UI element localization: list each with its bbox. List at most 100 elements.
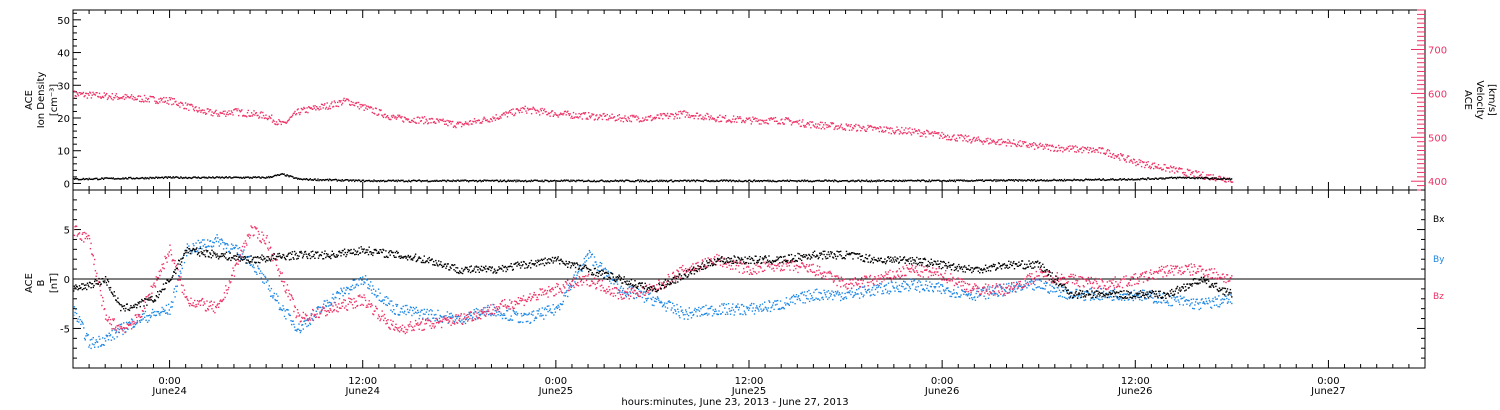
velocity-point (1212, 174, 1214, 176)
velocity-point (960, 134, 963, 136)
velocity-point (311, 108, 313, 110)
velocity-point (696, 112, 699, 114)
density-point (189, 177, 192, 179)
density-point (159, 177, 162, 179)
bz-point (75, 225, 78, 228)
by-point (249, 255, 251, 258)
velocity-point (1029, 143, 1031, 145)
velocity-point (640, 120, 642, 122)
velocity-point (1058, 144, 1060, 147)
velocity-point (217, 115, 219, 117)
by-point (645, 300, 648, 302)
bz-point (174, 260, 176, 262)
by-point (469, 312, 471, 315)
by-point (304, 320, 306, 322)
by-point (740, 313, 742, 315)
velocity-point (1206, 174, 1208, 176)
by-point (1150, 294, 1152, 296)
by-point (103, 344, 105, 346)
velocity-point (1055, 146, 1057, 148)
velocity-point (75, 95, 77, 97)
density-point (1151, 178, 1154, 180)
bz-point (144, 301, 147, 303)
density-point (226, 177, 228, 179)
velocity-point (269, 116, 271, 119)
by-point (511, 319, 514, 321)
by-point (1087, 292, 1090, 294)
velocity-point (1166, 167, 1169, 169)
density-point (552, 180, 554, 182)
by-point (767, 307, 769, 309)
by-point (231, 248, 233, 250)
density-point (994, 179, 996, 181)
density-point (760, 180, 762, 182)
by-point (599, 261, 601, 264)
density-point (786, 179, 789, 181)
bz-point (178, 276, 181, 278)
by-point (525, 320, 528, 323)
velocity-point (465, 122, 468, 125)
density-point (303, 178, 306, 180)
density-point (365, 179, 367, 182)
by-point (117, 327, 119, 330)
velocity-point (819, 121, 822, 123)
by-point (377, 295, 379, 297)
velocity-point (890, 132, 892, 135)
density-point (1159, 177, 1161, 179)
velocity-point (976, 139, 979, 142)
density-point (243, 177, 246, 179)
by-point (829, 292, 831, 294)
density-point (510, 180, 512, 182)
velocity-point (577, 117, 579, 119)
density-point (396, 180, 398, 183)
data-points (73, 90, 1234, 350)
velocity-point (670, 113, 673, 115)
by-point (666, 307, 669, 309)
density-point (82, 177, 85, 180)
velocity-point (542, 112, 544, 115)
by-point (268, 285, 270, 287)
velocity-point (125, 97, 127, 99)
by-point (414, 308, 416, 310)
velocity-point (915, 130, 917, 132)
density-point (541, 179, 543, 182)
density-point (256, 176, 258, 179)
density-point (527, 180, 530, 182)
velocity-point (971, 141, 973, 143)
velocity-point (860, 130, 862, 132)
density-point (182, 177, 184, 180)
velocity-point (503, 112, 505, 114)
density-point (1114, 179, 1116, 181)
by-point (454, 321, 456, 323)
density-point (511, 179, 513, 182)
by-point (735, 306, 737, 308)
by-point (898, 284, 901, 287)
velocity-point (1165, 170, 1167, 172)
by-point (657, 297, 659, 299)
density-point (488, 180, 490, 182)
bz-point (78, 232, 81, 234)
velocity-point (758, 123, 761, 125)
by-point (779, 308, 781, 311)
density-point (411, 180, 413, 182)
velocity-point (352, 101, 354, 104)
velocity-point (91, 94, 93, 96)
density-point (324, 179, 326, 182)
density-point (785, 180, 788, 182)
velocity-point (254, 114, 256, 116)
density-point (680, 180, 682, 182)
by-point (953, 292, 956, 294)
bz-point (266, 235, 268, 237)
by-point (132, 326, 134, 329)
density-point (826, 180, 828, 182)
velocity-point (1037, 147, 1039, 149)
velocity-point (1198, 171, 1200, 173)
density-point (1142, 177, 1144, 180)
by-point (482, 309, 484, 311)
density-point (539, 180, 541, 182)
bz-point (98, 280, 100, 283)
density-point (1177, 177, 1180, 179)
density-point (624, 180, 626, 182)
by-point (656, 296, 659, 298)
by-point (731, 306, 733, 309)
